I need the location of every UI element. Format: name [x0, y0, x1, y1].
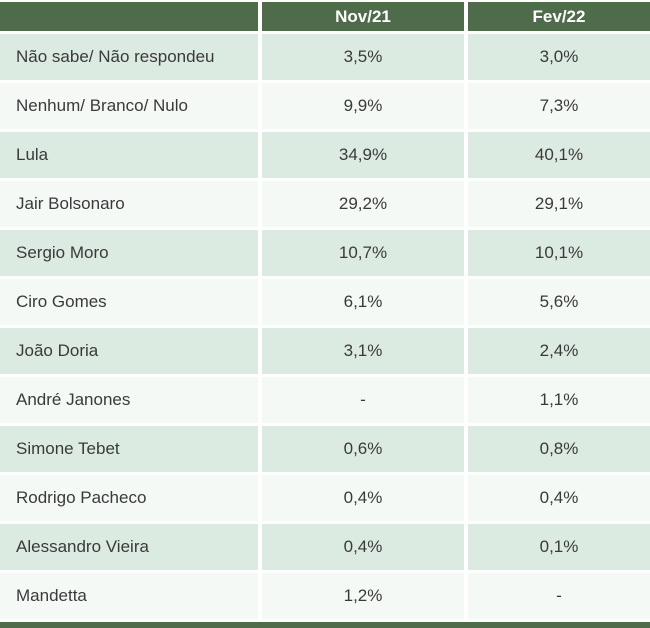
table-body: Não sabe/ Não respondeu 3,5% 3,0% Nenhum…	[0, 34, 650, 619]
table-row: Rodrigo Pacheco 0,4% 0,4%	[0, 475, 650, 521]
column-header-nov21: Nov/21	[262, 2, 464, 31]
value-cell-nov21: 29,2%	[262, 181, 464, 227]
header-empty-cell	[0, 2, 258, 31]
value-cell-nov21: 3,5%	[262, 34, 464, 80]
table-row: Ciro Gomes 6,1% 5,6%	[0, 279, 650, 325]
candidate-name-cell: Jair Bolsonaro	[0, 181, 258, 227]
table-row: Simone Tebet 0,6% 0,8%	[0, 426, 650, 472]
value-cell-fev22: -	[468, 573, 650, 619]
table-row: Nenhum/ Branco/ Nulo 9,9% 7,3%	[0, 83, 650, 129]
value-cell-nov21: -	[262, 377, 464, 423]
value-cell-nov21: 0,6%	[262, 426, 464, 472]
value-cell-fev22: 0,8%	[468, 426, 650, 472]
value-cell-nov21: 34,9%	[262, 132, 464, 178]
table-row: Mandetta 1,2% -	[0, 573, 650, 619]
value-cell-fev22: 3,0%	[468, 34, 650, 80]
table-row: Alessandro Vieira 0,4% 0,1%	[0, 524, 650, 570]
candidate-name-cell: Ciro Gomes	[0, 279, 258, 325]
table-row: André Janones - 1,1%	[0, 377, 650, 423]
table-row: Lula 34,9% 40,1%	[0, 132, 650, 178]
value-cell-fev22: 0,1%	[468, 524, 650, 570]
table-row: Jair Bolsonaro 29,2% 29,1%	[0, 181, 650, 227]
value-cell-nov21: 6,1%	[262, 279, 464, 325]
candidate-name-cell: Mandetta	[0, 573, 258, 619]
value-cell-fev22: 1,1%	[468, 377, 650, 423]
candidate-name-cell: Simone Tebet	[0, 426, 258, 472]
column-header-fev22: Fev/22	[468, 2, 650, 31]
value-cell-nov21: 10,7%	[262, 230, 464, 276]
candidate-name-cell: André Janones	[0, 377, 258, 423]
candidate-name-cell: Alessandro Vieira	[0, 524, 258, 570]
value-cell-fev22: 40,1%	[468, 132, 650, 178]
candidate-name-cell: João Doria	[0, 328, 258, 374]
table-row: João Doria 3,1% 2,4%	[0, 328, 650, 374]
value-cell-fev22: 10,1%	[468, 230, 650, 276]
value-cell-nov21: 9,9%	[262, 83, 464, 129]
table-row: Não sabe/ Não respondeu 3,5% 3,0%	[0, 34, 650, 80]
candidate-name-cell: Lula	[0, 132, 258, 178]
value-cell-nov21: 0,4%	[262, 524, 464, 570]
table-row: Sergio Moro 10,7% 10,1%	[0, 230, 650, 276]
candidate-name-cell: Rodrigo Pacheco	[0, 475, 258, 521]
candidate-name-cell: Não sabe/ Não respondeu	[0, 34, 258, 80]
table-header-row: Nov/21 Fev/22	[0, 2, 650, 31]
footer-bar	[0, 622, 650, 628]
value-cell-fev22: 0,4%	[468, 475, 650, 521]
value-cell-nov21: 0,4%	[262, 475, 464, 521]
value-cell-fev22: 29,1%	[468, 181, 650, 227]
value-cell-fev22: 5,6%	[468, 279, 650, 325]
value-cell-fev22: 2,4%	[468, 328, 650, 374]
value-cell-nov21: 3,1%	[262, 328, 464, 374]
value-cell-nov21: 1,2%	[262, 573, 464, 619]
candidate-name-cell: Sergio Moro	[0, 230, 258, 276]
candidate-name-cell: Nenhum/ Branco/ Nulo	[0, 83, 258, 129]
value-cell-fev22: 7,3%	[468, 83, 650, 129]
